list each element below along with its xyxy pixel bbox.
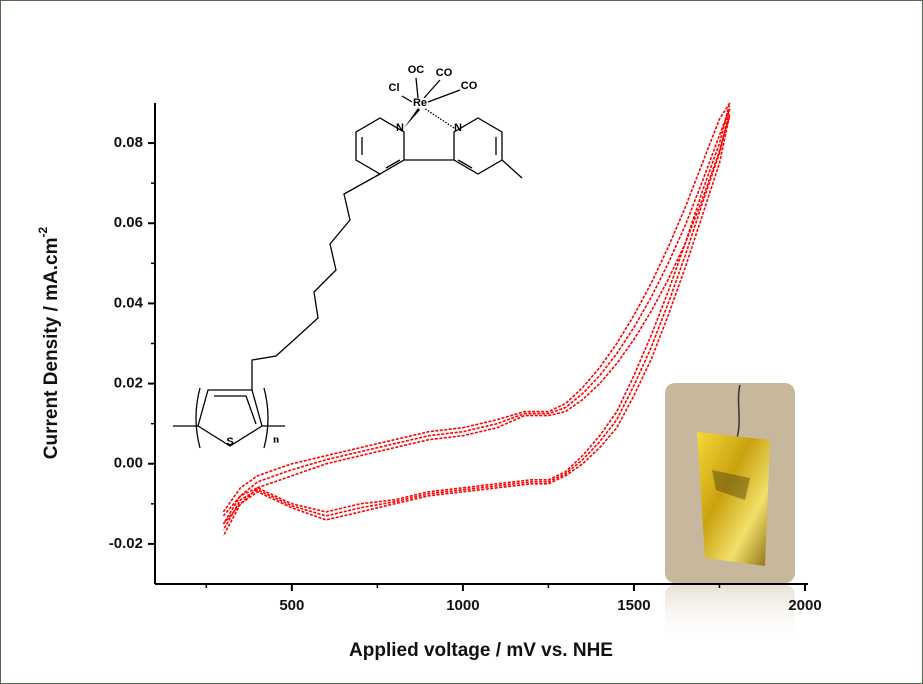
structure-label: Re: [413, 97, 427, 109]
y-tick-label: 0.08: [114, 134, 143, 151]
structure-label: n: [273, 434, 279, 446]
x-axis-label: Applied voltage / mV vs. NHE: [349, 640, 613, 661]
structure-label: S: [226, 436, 233, 448]
y-axis-label: Current Density / mA.cm-2: [36, 226, 62, 459]
structure-label: CO: [461, 80, 478, 92]
structure-label: Cl: [389, 82, 400, 94]
x-tick-label: 2000: [788, 597, 821, 614]
y-tick-label: 0.06: [114, 214, 143, 231]
y-tick-label: 0.04: [114, 294, 144, 311]
y-tick-label: -0.02: [109, 535, 143, 552]
y-tick-label: 0.00: [114, 455, 143, 472]
chart: Applied voltage / mV vs. NHE Current Den…: [0, 0, 923, 684]
y-axis-label-text: Current Density / mA.cm: [41, 237, 62, 459]
photo-inset: [665, 383, 795, 645]
structure-label: CO: [436, 67, 453, 79]
structure-label: OC: [408, 64, 425, 76]
x-tick-label: 1000: [446, 597, 479, 614]
x-tick-label: 1500: [617, 597, 650, 614]
x-tick-label: 500: [279, 597, 304, 614]
y-tick-label: 0.02: [114, 375, 143, 392]
y-axis-label-exponent: -2: [36, 226, 50, 237]
structure-label: N: [454, 122, 462, 134]
structure-label: N: [396, 122, 404, 134]
